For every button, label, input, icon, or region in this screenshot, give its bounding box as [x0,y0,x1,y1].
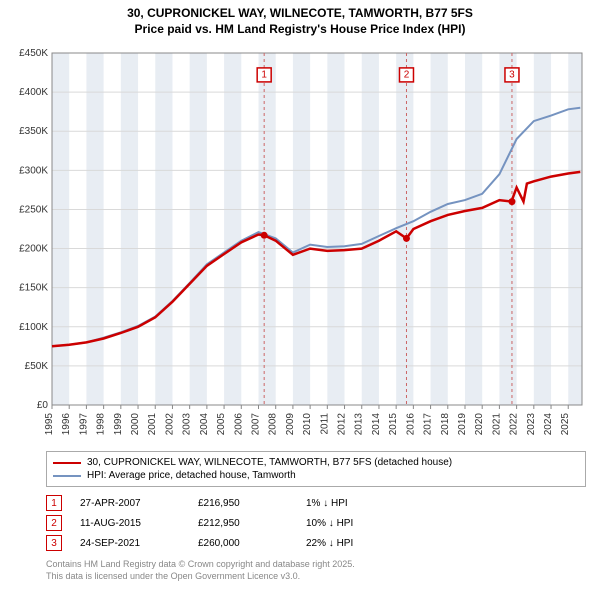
sales-table: 1 27-APR-2007 £216,950 1% ↓ HPI 2 11-AUG… [46,493,586,553]
sales-date-1: 27-APR-2007 [80,498,180,509]
sales-price-2: £212,950 [198,518,288,529]
svg-text:1999: 1999 [113,413,124,436]
svg-text:2010: 2010 [302,413,313,436]
svg-text:£350K: £350K [19,126,48,137]
sales-delta-3: 22% ↓ HPI [306,538,416,549]
sales-row-1: 1 27-APR-2007 £216,950 1% ↓ HPI [46,493,586,513]
sales-date-2: 11-AUG-2015 [80,518,180,529]
sales-date-3: 24-SEP-2021 [80,538,180,549]
sales-delta-1: 1% ↓ HPI [306,498,416,509]
svg-text:2: 2 [404,70,410,81]
sales-delta-2: 10% ↓ HPI [306,518,416,529]
sales-row-2: 2 11-AUG-2015 £212,950 10% ↓ HPI [46,513,586,533]
legend-label-2: HPI: Average price, detached house, Tamw… [87,470,296,481]
svg-text:2025: 2025 [560,413,571,436]
svg-text:2021: 2021 [491,413,502,436]
svg-text:£150K: £150K [19,283,48,294]
svg-text:2005: 2005 [216,413,227,436]
sales-price-1: £216,950 [198,498,288,509]
svg-text:£300K: £300K [19,166,48,177]
svg-text:1996: 1996 [61,413,72,436]
title-line1: 30, CUPRONICKEL WAY, WILNECOTE, TAMWORTH… [0,6,600,22]
legend-label-1: 30, CUPRONICKEL WAY, WILNECOTE, TAMWORTH… [87,457,452,468]
svg-text:2011: 2011 [319,413,330,435]
svg-text:2024: 2024 [543,413,554,436]
svg-text:2023: 2023 [526,413,537,436]
svg-text:3: 3 [509,70,515,81]
sales-marker-2: 2 [46,515,62,531]
svg-text:£450K: £450K [19,48,48,59]
svg-text:2019: 2019 [457,413,468,436]
sales-price-3: £260,000 [198,538,288,549]
chart-svg: £0 £50K £100K £150K £200K £250K £300K £350K £400… [14,45,586,445]
chart-title: 30, CUPRONICKEL WAY, WILNECOTE, TAMWORTH… [0,6,600,37]
footnote-line2: This data is licensed under the Open Gov… [46,571,586,583]
svg-text:2009: 2009 [285,413,296,436]
svg-text:1995: 1995 [44,413,55,436]
svg-text:2006: 2006 [233,413,244,436]
svg-text:2022: 2022 [509,413,520,436]
legend-row-1: 30, CUPRONICKEL WAY, WILNECOTE, TAMWORTH… [53,456,579,469]
svg-text:2004: 2004 [199,413,210,436]
svg-text:2007: 2007 [250,413,261,436]
svg-text:1997: 1997 [78,413,89,436]
svg-text:2018: 2018 [440,413,451,436]
svg-text:2000: 2000 [130,413,141,436]
chart: £0 £50K £100K £150K £200K £250K £300K £350K £400… [14,45,586,445]
svg-text:2013: 2013 [354,413,365,436]
svg-text:1: 1 [261,70,267,81]
svg-text:2012: 2012 [337,413,348,436]
svg-text:£100K: £100K [19,322,48,333]
legend-box: 30, CUPRONICKEL WAY, WILNECOTE, TAMWORTH… [46,451,586,487]
svg-text:2015: 2015 [388,413,399,436]
svg-text:£0: £0 [37,400,49,411]
svg-text:£50K: £50K [25,361,49,372]
svg-text:£200K: £200K [19,244,48,255]
svg-text:2008: 2008 [268,413,279,436]
svg-text:2014: 2014 [371,413,382,436]
svg-text:1998: 1998 [96,413,107,436]
svg-text:£400K: £400K [19,87,48,98]
legend-row-2: HPI: Average price, detached house, Tamw… [53,469,579,482]
footnote: Contains HM Land Registry data © Crown c… [46,559,586,582]
svg-text:2001: 2001 [147,413,158,436]
svg-text:2002: 2002 [164,413,175,436]
svg-text:2016: 2016 [405,413,416,436]
footnote-line1: Contains HM Land Registry data © Crown c… [46,559,586,571]
svg-text:2017: 2017 [423,413,434,436]
svg-text:£250K: £250K [19,205,48,216]
sales-row-3: 3 24-SEP-2021 £260,000 22% ↓ HPI [46,533,586,553]
svg-text:2003: 2003 [182,413,193,436]
sales-marker-1: 1 [46,495,62,511]
sales-marker-3: 3 [46,535,62,551]
title-line2: Price paid vs. HM Land Registry's House … [0,22,600,38]
svg-text:2020: 2020 [474,413,485,436]
legend-swatch-2 [53,475,81,477]
legend-swatch-1 [53,462,81,464]
